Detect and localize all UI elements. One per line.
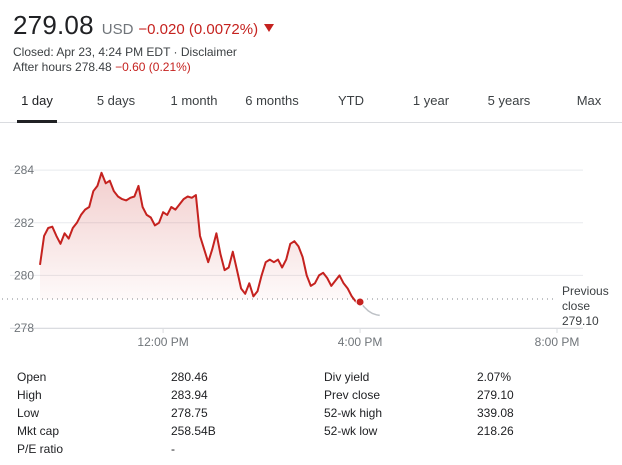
disclaimer-link[interactable]: Disclaimer: [180, 45, 237, 59]
tab-1-month[interactable]: 1 month: [170, 93, 218, 108]
stat-label: Low: [17, 406, 40, 420]
tab-6-months[interactable]: 6 months: [245, 93, 299, 108]
stat-row: Open 280.46 Div yield 2.07%: [17, 370, 617, 388]
currency-label: USD: [101, 21, 134, 38]
y-tick-label: 278: [14, 321, 34, 335]
stat-value: 218.26: [477, 424, 514, 438]
current-price: 279.08: [13, 10, 94, 40]
stat-label: Open: [17, 370, 47, 384]
stat-row: Low 278.75 52-wk high 339.08: [17, 406, 617, 424]
x-tick-label: 8:00 PM: [535, 335, 580, 349]
closed-timestamp: Closed: Apr 23, 4:24 PM EDT ·: [13, 45, 178, 59]
tab-1-year[interactable]: 1 year: [412, 93, 450, 108]
stat-value: 339.08: [477, 406, 514, 420]
tab-5-days[interactable]: 5 days: [96, 93, 136, 108]
tab-5-years[interactable]: 5 years: [487, 93, 531, 108]
price-change: −0.020 (0.0072%): [138, 21, 259, 38]
price-header: 279.08 USD −0.020 (0.0072%): [13, 10, 275, 46]
y-tick-label: 284: [14, 163, 34, 177]
price-line: [39, 171, 361, 303]
stat-value: 279.10: [477, 388, 514, 402]
arrow-down-icon: [264, 24, 275, 32]
stat-value: 280.46: [171, 370, 208, 384]
after-hours: After hours 278.48 −0.60 (0.21%): [13, 60, 191, 74]
stat-row: Mkt cap 258.54B 52-wk low 218.26: [17, 424, 617, 442]
stat-value: 2.07%: [477, 370, 512, 384]
tab-1-day[interactable]: 1 day: [17, 84, 57, 123]
stat-value: 283.94: [171, 388, 208, 402]
stat-value: -: [171, 442, 175, 456]
tab-max[interactable]: Max: [576, 93, 602, 108]
x-axis-ticks: 12:00 PM 4:00 PM 8:00 PM: [137, 328, 579, 349]
after-hours-change: −0.60 (0.21%): [115, 60, 191, 74]
previous-close-label: Previous: [562, 284, 609, 298]
tab-ytd[interactable]: YTD: [338, 93, 364, 108]
stat-label: 52-wk high: [324, 406, 383, 420]
x-tick-label: 4:00 PM: [338, 335, 383, 349]
stat-label: Prev close: [324, 388, 381, 402]
stat-row: High 283.94 Prev close 279.10: [17, 388, 617, 406]
stat-label: High: [17, 388, 42, 402]
previous-close-value: 279.10: [562, 314, 599, 328]
stat-label: Div yield: [324, 370, 370, 384]
stat-row: P/E ratio -: [17, 442, 617, 460]
market-status: Closed: Apr 23, 4:24 PM EDT · Disclaimer: [13, 45, 237, 59]
y-axis-ticks: 284 282 280 278: [14, 163, 34, 335]
y-tick-label: 282: [14, 216, 34, 230]
price-chart[interactable]: 284 282 280 278 12:00 PM 4:00 PM 8:00 PM Prev…: [0, 140, 622, 362]
x-tick-label: 12:00 PM: [137, 335, 188, 349]
y-tick-label: 280: [14, 268, 34, 282]
after-hours-line: [359, 301, 380, 317]
after-hours-price: After hours 278.48: [13, 60, 112, 74]
close-marker: [355, 297, 365, 307]
previous-close-label-2: close: [562, 299, 590, 313]
stat-value: 278.75: [171, 406, 208, 420]
key-stats: Open 280.46 Div yield 2.07% High 283.94 …: [17, 370, 617, 460]
stat-value: 258.54B: [171, 424, 216, 438]
range-tabs: 1 day 5 days 1 month 6 months YTD 1 year…: [0, 84, 622, 123]
stat-label: 52-wk low: [324, 424, 378, 438]
stat-label: Mkt cap: [17, 424, 60, 438]
stat-label: P/E ratio: [17, 442, 64, 456]
